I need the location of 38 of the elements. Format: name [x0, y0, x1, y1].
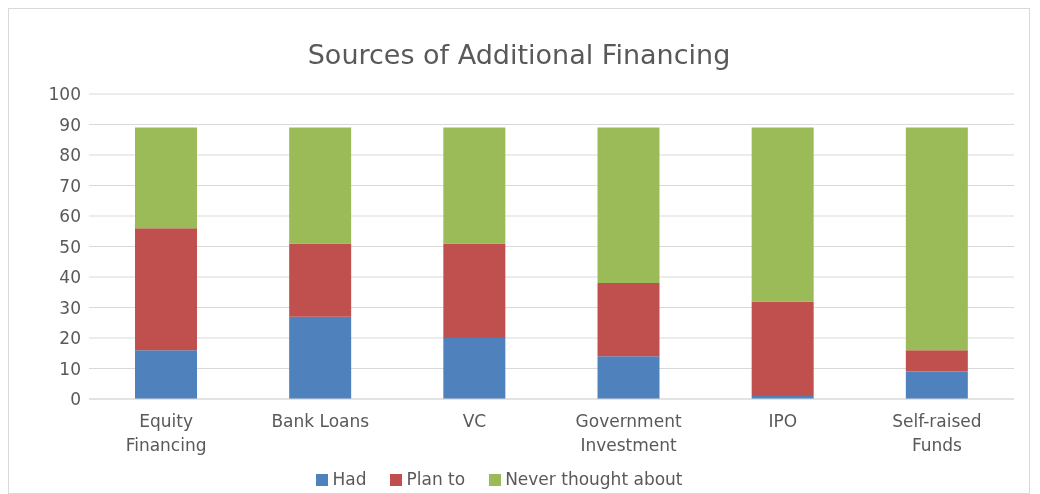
bar	[905, 371, 968, 399]
bar	[135, 228, 197, 351]
y-tick-label: 0	[70, 389, 81, 410]
x-tick-label: Equity Financing	[125, 411, 207, 455]
x-tick-label: Bank Loans	[271, 411, 370, 431]
legend-label: Never thought about	[505, 469, 683, 489]
y-tick-label: 100	[48, 84, 81, 105]
y-tick-label: 90	[59, 114, 81, 135]
x-tick-label: Government Investment	[575, 411, 682, 455]
bar	[443, 127, 506, 244]
legend-label: Had	[332, 469, 367, 489]
chart-title: Sources of Additional Financing	[306, 39, 732, 72]
bar	[905, 127, 968, 351]
y-tick-label: 40	[59, 267, 81, 288]
bar	[597, 127, 660, 284]
y-tick-label: 50	[59, 236, 81, 257]
bar	[289, 243, 352, 317]
bar	[597, 283, 660, 357]
bar	[135, 350, 197, 399]
bar	[905, 350, 968, 372]
bar	[597, 356, 660, 399]
x-tick-label: Self-raised Funds	[892, 411, 982, 455]
bar	[751, 301, 814, 396]
bar	[751, 127, 814, 302]
y-tick-label: 70	[59, 175, 81, 196]
y-tick-label: 80	[59, 145, 81, 166]
bar	[135, 127, 197, 229]
bar	[443, 338, 506, 399]
y-tick-label: 30	[59, 297, 81, 318]
legend-label: Plan to	[406, 469, 466, 489]
bar	[289, 127, 352, 244]
x-tick-label: VC	[462, 411, 487, 431]
bar	[289, 316, 352, 399]
bar	[443, 243, 506, 338]
y-tick-label: 60	[59, 206, 81, 227]
x-tick-label: IPO	[768, 411, 798, 431]
y-tick-label: 10	[59, 358, 81, 379]
y-tick-label: 20	[59, 328, 81, 349]
